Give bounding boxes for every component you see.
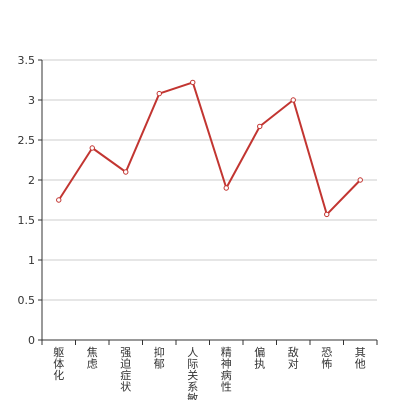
x-tick-label: 精神病性 [221,346,232,394]
x-tick-label: 强迫症状 [120,346,131,394]
x-tick-label-char: 系 [187,381,198,394]
data-point[interactable] [223,185,229,191]
x-tick-label: 抑郁 [154,345,165,371]
x-tick-label-char: 抑 [154,345,165,359]
x-tick-label-char: 他 [355,358,366,371]
data-point[interactable] [324,211,330,218]
x-tick-label-char: 关 [187,368,198,382]
y-tick-label: 1 [28,254,35,267]
x-tick-label: 其他 [355,346,366,371]
y-tick-label: 2.5 [18,134,36,147]
x-tick-label-char: 病 [221,368,232,382]
x-tick-label-char: 焦 [87,346,98,359]
y-tick-label: 3 [28,94,35,107]
x-tick-label: 偏执 [254,345,265,371]
series-group [56,79,363,218]
x-axis: 躯体化焦虑强迫症状抑郁人际关系敏感精神病性偏执敌对恐怖其他 [41,339,378,400]
x-tick-label-char: 虑 [87,358,98,371]
x-tick-label-char: 症 [120,368,131,382]
x-tick-label-char: 化 [53,368,64,382]
x-tick-label-char: 神 [221,357,232,371]
x-tick-label: 躯体化 [53,346,64,382]
x-tick-label-char: 状 [120,380,131,394]
x-tick-label-char: 性 [221,380,232,394]
y-tick-label: 1.5 [18,214,36,227]
data-point[interactable] [290,97,296,103]
x-tick-label-char: 偏 [254,345,265,359]
x-tick-label-char: 执 [254,357,265,371]
x-tick-label: 恐怖 [321,346,332,371]
x-tick-label-char: 其 [355,346,366,359]
data-point[interactable] [56,197,62,203]
y-tick-label: 2 [28,174,35,187]
y-tick-label: 0.5 [18,294,36,307]
x-tick-label-char: 强 [120,346,131,359]
y-tick-label: 0 [28,334,35,347]
x-tick-label-char: 恐 [321,346,332,359]
data-point[interactable] [156,90,162,97]
x-tick-label: 敌对 [288,345,299,371]
x-tick-label-char: 人 [187,346,198,359]
x-tick-label-char: 怖 [321,357,332,371]
x-tick-label-char: 迫 [120,357,131,371]
data-point[interactable] [257,123,263,130]
x-tick-label-char: 体 [53,357,64,371]
series-line [57,81,362,216]
x-tick-label-char: 际 [187,358,198,371]
x-tick-label-char: 躯 [53,346,64,359]
y-axis: 0 0.5 1 1.5 2 2.5 3 3.5 [18,54,43,347]
x-tick-label-char: 郁 [154,357,165,371]
data-point[interactable] [123,169,129,175]
data-point[interactable] [89,145,95,151]
data-point[interactable] [357,177,363,183]
x-tick-label-char: 精 [221,346,232,359]
x-tick-label-char: 敏 [187,391,198,400]
x-tick-label: 人际关系敏感 [187,346,198,400]
x-tick-label: 焦虑 [87,346,98,371]
data-point[interactable] [190,79,196,86]
grid-lines [42,59,377,301]
x-tick-label-char: 对 [288,357,299,371]
y-tick-label: 3.5 [18,54,36,67]
x-tick-label-char: 敌 [288,345,299,359]
